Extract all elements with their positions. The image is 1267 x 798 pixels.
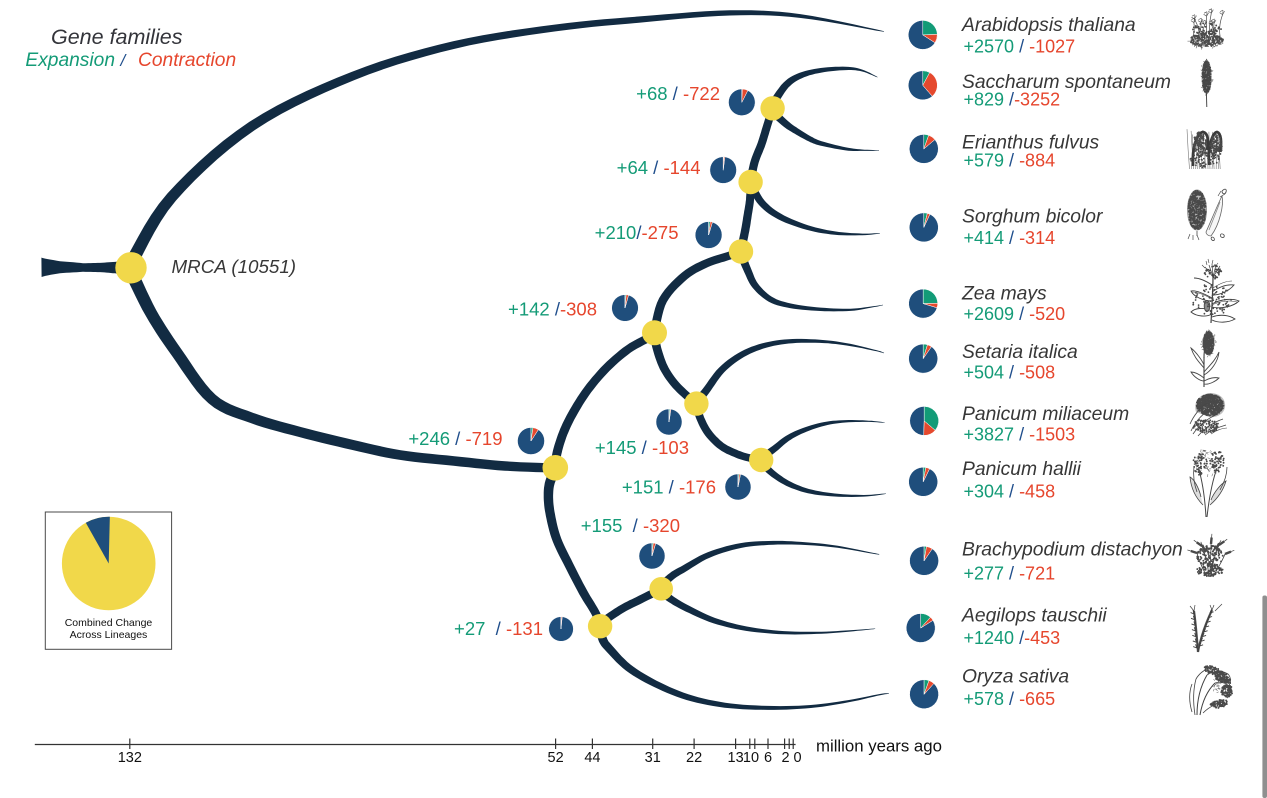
svg-text:+414 / -314: +414 / -314 xyxy=(964,228,1056,248)
svg-text:+578 / -665: +578 / -665 xyxy=(964,689,1056,709)
svg-text:+2609 / -520: +2609 / -520 xyxy=(964,304,1066,324)
svg-text:44: 44 xyxy=(584,750,600,766)
svg-text:13: 13 xyxy=(728,750,744,766)
svg-text:+68 / -722: +68 / -722 xyxy=(636,83,720,104)
svg-text:+64 / -144: +64 / -144 xyxy=(617,157,701,178)
svg-text:million years ago: million years ago xyxy=(816,736,942,755)
svg-text:+2570 / -1027: +2570 / -1027 xyxy=(964,37,1076,57)
svg-text:+210/-275: +210/-275 xyxy=(595,222,679,243)
svg-text:+579 / -884: +579 / -884 xyxy=(964,150,1056,170)
svg-text:Aegilops tauschii: Aegilops tauschii xyxy=(961,606,1107,627)
svg-text:31: 31 xyxy=(645,750,661,766)
svg-text:22: 22 xyxy=(686,750,702,766)
svg-text:52: 52 xyxy=(548,750,564,766)
svg-text:Erianthus fulvus: Erianthus fulvus xyxy=(962,132,1100,153)
svg-text:/: / xyxy=(120,51,128,70)
svg-text:Gene families: Gene families xyxy=(51,25,183,49)
svg-text:+151 / -176: +151 / -176 xyxy=(622,477,716,498)
svg-text:+27 / -131: +27 / -131 xyxy=(454,618,543,639)
svg-text:+504 / -508: +504 / -508 xyxy=(964,363,1056,383)
svg-text:Across Lineages: Across Lineages xyxy=(70,629,148,641)
svg-text:Panicum hallii: Panicum hallii xyxy=(962,459,1082,480)
svg-text:Panicum miliaceum: Panicum miliaceum xyxy=(962,404,1129,425)
svg-text:+246 / -719: +246 / -719 xyxy=(408,428,502,449)
svg-text:10: 10 xyxy=(743,750,759,766)
svg-text:0: 0 xyxy=(793,750,801,766)
svg-text:6: 6 xyxy=(764,750,772,766)
svg-text:+3827 / -1503: +3827 / -1503 xyxy=(964,424,1076,444)
svg-text:Oryza sativa: Oryza sativa xyxy=(962,667,1069,688)
svg-text:+304 / -458: +304 / -458 xyxy=(964,481,1056,501)
svg-text:+1240 /-453: +1240 /-453 xyxy=(964,628,1061,648)
svg-text:132: 132 xyxy=(118,750,142,766)
svg-text:Arabidopsis thaliana: Arabidopsis thaliana xyxy=(961,15,1136,36)
svg-text:Sorghum bicolor: Sorghum bicolor xyxy=(962,207,1104,228)
svg-text:+277 / -721: +277 / -721 xyxy=(964,563,1056,583)
svg-text:Setaria italica: Setaria italica xyxy=(962,342,1078,363)
svg-text:2: 2 xyxy=(781,750,789,766)
svg-text:Expansion: Expansion xyxy=(25,50,115,71)
svg-text:+155 / -320: +155 / -320 xyxy=(581,515,680,536)
svg-text:Combined Change: Combined Change xyxy=(65,617,153,629)
svg-text:Zea mays: Zea mays xyxy=(961,283,1047,304)
svg-text:+829 /-3252: +829 /-3252 xyxy=(964,89,1061,109)
svg-text:Contraction: Contraction xyxy=(138,50,236,71)
svg-text:Brachypodium distachyon: Brachypodium distachyon xyxy=(962,540,1183,561)
svg-text:MRCA (10551): MRCA (10551) xyxy=(172,256,297,277)
svg-text:+142 /-308: +142 /-308 xyxy=(508,299,597,320)
svg-text:Saccharum spontaneum: Saccharum spontaneum xyxy=(962,72,1171,93)
svg-text:+145 / -103: +145 / -103 xyxy=(595,437,689,458)
